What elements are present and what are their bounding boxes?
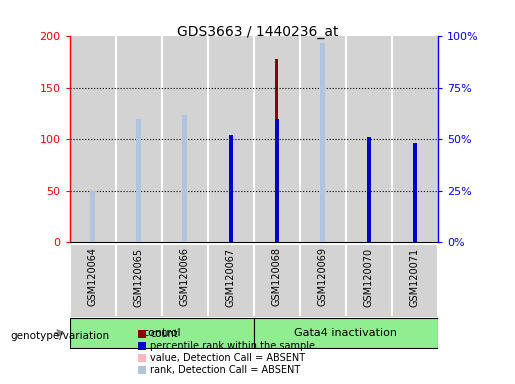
Bar <box>274 119 279 242</box>
Bar <box>392 36 438 242</box>
Bar <box>413 143 417 242</box>
Bar <box>346 36 392 242</box>
Bar <box>70 318 253 348</box>
Bar <box>208 36 253 242</box>
Text: genotype/variation: genotype/variation <box>10 331 109 341</box>
Text: GSM120067: GSM120067 <box>226 248 236 306</box>
Bar <box>208 244 253 317</box>
Bar <box>414 173 416 242</box>
Legend: count, percentile rank within the sample, value, Detection Call = ABSENT, rank, : count, percentile rank within the sample… <box>133 326 319 379</box>
Bar <box>367 167 370 242</box>
Bar <box>90 219 95 242</box>
Bar <box>70 244 115 317</box>
Text: GSM120070: GSM120070 <box>364 248 374 306</box>
Text: Gata4 inactivation: Gata4 inactivation <box>294 328 397 338</box>
Text: GSM120066: GSM120066 <box>180 248 190 306</box>
Bar <box>300 36 346 242</box>
Bar <box>346 244 392 317</box>
Bar <box>320 165 325 242</box>
Bar <box>320 43 325 242</box>
Bar <box>115 244 162 317</box>
Text: GSM120068: GSM120068 <box>271 248 282 306</box>
Text: GDS3663 / 1440236_at: GDS3663 / 1440236_at <box>177 25 338 39</box>
Bar <box>115 36 162 242</box>
Bar <box>136 119 141 242</box>
Bar <box>276 59 278 242</box>
Bar <box>300 244 346 317</box>
Bar <box>182 114 187 242</box>
Bar <box>392 244 438 317</box>
Bar <box>253 36 300 242</box>
Bar <box>90 190 95 242</box>
Bar <box>136 121 141 242</box>
Bar <box>182 116 187 242</box>
Bar <box>229 152 232 242</box>
Text: GSM120065: GSM120065 <box>133 248 144 306</box>
Bar <box>253 244 300 317</box>
Bar <box>229 135 233 242</box>
Text: GSM120071: GSM120071 <box>410 248 420 306</box>
Bar <box>367 137 371 242</box>
Text: GSM120064: GSM120064 <box>88 248 97 306</box>
Bar <box>253 318 438 348</box>
Bar <box>162 36 208 242</box>
Bar <box>162 244 208 317</box>
Text: control: control <box>142 328 181 338</box>
Text: GSM120069: GSM120069 <box>318 248 328 306</box>
Bar <box>70 36 115 242</box>
Bar <box>91 227 94 242</box>
